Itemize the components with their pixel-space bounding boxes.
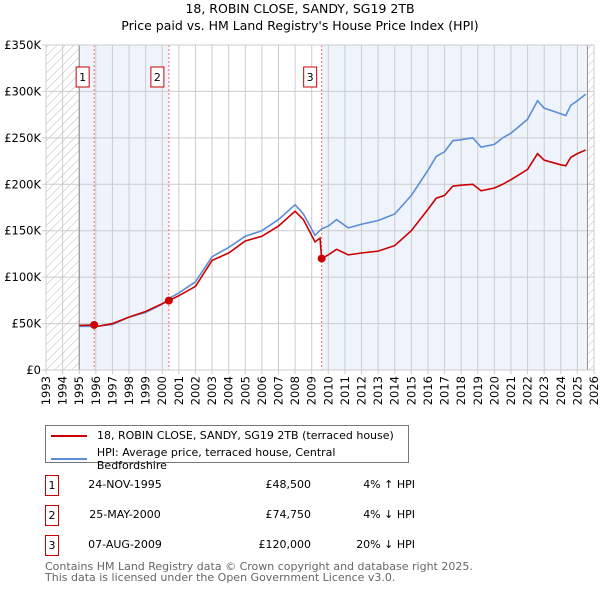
price-chart: 1993 1994 1995 1996 1997 1998 1999 2000 2001 2002… (4, 38, 600, 405)
legend-item-hpi: HPI: Average price, terraced house, Cent… (51, 446, 408, 472)
transaction-hpi-diff: 20% ↓ HPI (356, 538, 415, 551)
x-tick-label: 2007 (271, 376, 285, 405)
x-tick-label: 1999 (139, 376, 153, 405)
x-tick-label: 2014 (388, 376, 402, 405)
sale-label: 3 (307, 71, 314, 84)
transaction-number-badge: 1 (45, 475, 59, 496)
x-tick-label: 2015 (404, 376, 418, 405)
x-tick-label: 1998 (122, 376, 136, 405)
x-tick-label: 2018 (454, 376, 468, 405)
x-tick-label: 2002 (188, 376, 202, 405)
property-price-line (79, 149, 587, 328)
x-tick-label: 2023 (537, 376, 551, 405)
x-tick-label: 1993 (39, 376, 53, 405)
y-tick-label: £100K (4, 270, 41, 284)
sale-label-box (150, 66, 165, 88)
y-tick-label: £50K (12, 317, 42, 331)
x-tick-label: 2005 (238, 376, 252, 405)
transaction-row: 3 07-AUG-2009 £120,000 20% ↓ HPI (45, 535, 445, 556)
x-tick-label: 1995 (72, 376, 86, 405)
shaded-region (321, 45, 586, 370)
x-tick-label: 2000 (155, 376, 169, 405)
transaction-date: 24-NOV-1995 (88, 478, 162, 491)
x-tick-label: 2011 (338, 376, 352, 405)
x-tick-label: 2025 (570, 376, 584, 405)
x-tick-label: 1994 (56, 376, 70, 405)
transaction-row: 2 25-MAY-2000 £74,750 4% ↓ HPI (45, 505, 445, 526)
sale-point (317, 254, 326, 263)
sale-label-box (75, 66, 90, 88)
transaction-date: 25-MAY-2000 (89, 508, 161, 521)
x-tick-label: 2008 (288, 376, 302, 405)
transaction-row: 1 24-NOV-1995 £48,500 4% ↑ HPI (45, 475, 445, 496)
footer-copyright: Contains HM Land Registry data © Crown c… (45, 560, 473, 573)
footer-licence: This data is licensed under the Open Gov… (45, 571, 396, 584)
legend-label: HPI: Average price, terraced house, Cent… (96, 446, 336, 472)
transaction-hpi-diff: 4% ↑ HPI (363, 478, 415, 491)
legend-swatch-red (51, 434, 87, 437)
x-tick-label: 2009 (305, 376, 319, 405)
x-tick-label: 2012 (355, 376, 369, 405)
x-tick-label: 2004 (222, 376, 236, 405)
transaction-date: 07-AUG-2009 (88, 538, 162, 551)
sale-label: 1 (79, 71, 86, 84)
legend-item-property: 18, ROBIN CLOSE, SANDY, SG19 2TB (terrac… (51, 429, 394, 442)
legend-label: 18, ROBIN CLOSE, SANDY, SG19 2TB (terrac… (97, 429, 394, 442)
y-tick-label: £200K (4, 177, 41, 191)
legend-swatch-blue (51, 458, 87, 460)
transaction-price: £74,750 (265, 508, 312, 521)
sale-label: 2 (154, 71, 161, 84)
x-tick-label: 2026 (587, 376, 600, 405)
x-tick-label: 2024 (554, 376, 568, 405)
y-tick-label: £350K (4, 38, 41, 52)
y-tick-label: £150K (4, 224, 41, 238)
x-tick-label: 1996 (89, 376, 103, 405)
x-tick-label: 2020 (487, 376, 501, 405)
x-tick-label: 2006 (255, 376, 269, 405)
transaction-price: £48,500 (265, 478, 312, 491)
plot-border (45, 44, 595, 371)
transaction-number-badge: 2 (45, 505, 59, 526)
y-tick-label: £250K (4, 131, 41, 145)
x-tick-label: 2003 (205, 376, 219, 405)
x-tick-label: 2010 (321, 376, 335, 405)
hpi-line (79, 93, 587, 328)
chart-title: 18, ROBIN CLOSE, SANDY, SG19 2TB (185, 1, 415, 16)
transaction-price: £120,000 (258, 538, 312, 551)
x-tick-label: 2013 (371, 376, 385, 405)
transaction-number-badge: 3 (45, 535, 59, 556)
hatched-region (587, 45, 594, 370)
sale-point (164, 296, 173, 305)
sale-label-box (303, 66, 318, 88)
x-tick-label: 2022 (521, 376, 535, 405)
x-tick-label: 1997 (105, 376, 119, 405)
x-tick-label: 2021 (504, 376, 518, 405)
x-tick-label: 2019 (471, 376, 485, 405)
y-tick-label: £300K (4, 84, 41, 98)
x-tick-label: 2016 (421, 376, 435, 405)
y-tick-label: £0 (26, 363, 41, 377)
chart-subtitle: Price paid vs. HM Land Registry's House … (121, 18, 479, 33)
x-tick-label: 2017 (438, 376, 452, 405)
x-tick-label: 2001 (172, 376, 186, 405)
transaction-hpi-diff: 4% ↓ HPI (363, 508, 415, 521)
legend: 18, ROBIN CLOSE, SANDY, SG19 2TB (terrac… (45, 425, 409, 472)
shaded-region (79, 45, 169, 370)
sale-point (90, 320, 99, 329)
